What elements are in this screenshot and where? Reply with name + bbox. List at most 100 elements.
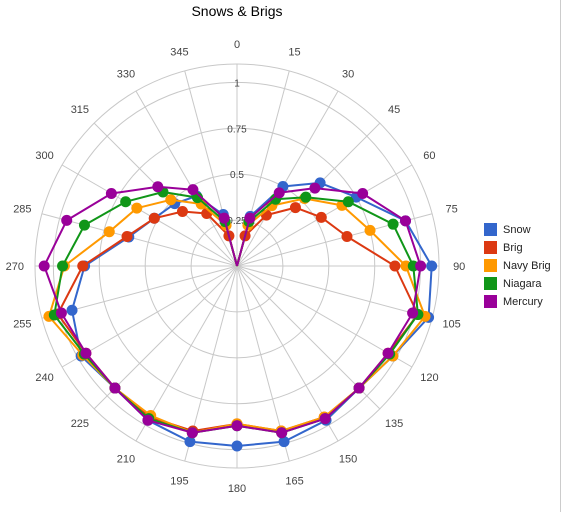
data-point — [109, 382, 121, 394]
data-point — [231, 440, 243, 452]
angle-tick-label: 45 — [388, 104, 400, 116]
data-point — [289, 202, 301, 214]
angle-tick-label: 270 — [6, 261, 24, 273]
legend-label: Brig — [503, 242, 523, 254]
angle-tick-label: 195 — [170, 476, 188, 488]
angle-tick-label: 300 — [35, 150, 53, 162]
chart-title: Snows & Brigs — [191, 3, 282, 19]
data-point — [148, 212, 160, 224]
angle-tick-label: 135 — [385, 418, 403, 430]
data-point — [187, 184, 199, 196]
data-point — [184, 436, 196, 448]
grid-spoke — [236, 265, 413, 368]
angle-tick-label: 60 — [423, 150, 435, 162]
angle-tick-labels: 0 15 30 45 60 75 90 105 120 135 150 165 180 195 210 225… — [6, 39, 466, 495]
legend-swatch — [484, 295, 497, 308]
legend-swatch — [484, 223, 497, 236]
data-point — [364, 224, 376, 236]
angle-tick-label: 150 — [339, 453, 357, 465]
angle-tick-label: 0 — [234, 39, 240, 51]
angle-tick-label: 225 — [71, 418, 89, 430]
series-brig — [52, 202, 424, 437]
legend-swatch — [484, 277, 497, 290]
angle-tick-label: 345 — [170, 46, 188, 58]
angle-tick-label: 330 — [117, 69, 135, 81]
angle-tick-label: 240 — [35, 372, 53, 384]
angle-tick-label: 105 — [442, 319, 460, 331]
radial-tick-label: 1 — [234, 78, 240, 89]
radial-tick-label: 0.75 — [227, 124, 247, 135]
grid-spoke — [135, 90, 238, 267]
angle-tick-label: 285 — [13, 203, 31, 215]
data-point — [387, 218, 399, 230]
data-point — [55, 307, 67, 319]
data-point — [400, 215, 412, 227]
data-point — [152, 181, 164, 193]
data-point — [276, 427, 288, 439]
grid-spoke — [236, 265, 433, 319]
data-point — [186, 427, 198, 439]
series-mercury — [38, 181, 427, 439]
data-point — [165, 194, 177, 206]
data-point — [407, 307, 419, 319]
data-point — [121, 231, 133, 243]
data-point — [142, 414, 154, 426]
data-point — [176, 205, 188, 217]
angle-tick-label: 75 — [446, 203, 458, 215]
legend-label: Mercury — [503, 296, 543, 308]
legend-label: Niagara — [503, 278, 542, 290]
angle-tick-label: 90 — [453, 261, 465, 273]
legend: Snow Brig Navy Brig Niagara Mercury — [484, 223, 551, 308]
grid-spoke — [236, 90, 339, 267]
data-point — [382, 347, 394, 359]
data-point — [244, 212, 256, 224]
data-point — [319, 413, 331, 425]
legend-label: Snow — [503, 224, 531, 236]
series-lines — [38, 177, 438, 452]
data-point — [66, 304, 78, 316]
data-point — [103, 226, 115, 238]
radial-tick-label: 0.25 — [227, 216, 247, 227]
data-point — [300, 191, 312, 203]
data-point — [309, 182, 321, 194]
data-point — [273, 187, 285, 199]
data-point — [57, 260, 69, 272]
data-point — [218, 212, 230, 224]
data-point — [341, 231, 353, 243]
data-point — [80, 347, 92, 359]
legend-swatch — [484, 241, 497, 254]
data-point — [342, 196, 354, 208]
data-point — [131, 202, 143, 214]
angle-tick-label: 180 — [228, 483, 246, 495]
legend-label: Navy Brig — [503, 260, 551, 272]
grid-spoke — [236, 265, 339, 442]
data-point — [278, 436, 290, 448]
data-point — [38, 260, 50, 272]
data-point — [61, 214, 73, 226]
data-point — [315, 211, 327, 223]
angle-tick-label: 210 — [117, 453, 135, 465]
radial-tick-labels: 0.25 0.5 0.75 1 — [227, 78, 247, 227]
angle-tick-label: 15 — [288, 46, 300, 58]
angle-tick-label: 120 — [420, 372, 438, 384]
data-point — [78, 219, 90, 231]
data-point — [77, 260, 89, 272]
angle-tick-label: 30 — [342, 69, 354, 81]
data-point — [426, 260, 438, 272]
angle-tick-label: 165 — [285, 476, 303, 488]
angle-tick-label: 315 — [71, 104, 89, 116]
grid-spoke — [61, 265, 238, 368]
grid-spoke — [61, 164, 238, 267]
data-point — [120, 196, 132, 208]
data-point — [353, 382, 365, 394]
data-point — [105, 187, 117, 199]
data-point — [231, 420, 243, 432]
data-point — [192, 192, 204, 204]
grid-spoke — [236, 213, 433, 267]
data-point — [415, 260, 427, 272]
radial-tick-label: 0.5 — [230, 170, 244, 181]
legend-swatch — [484, 259, 497, 272]
angle-tick-label: 255 — [13, 319, 31, 331]
